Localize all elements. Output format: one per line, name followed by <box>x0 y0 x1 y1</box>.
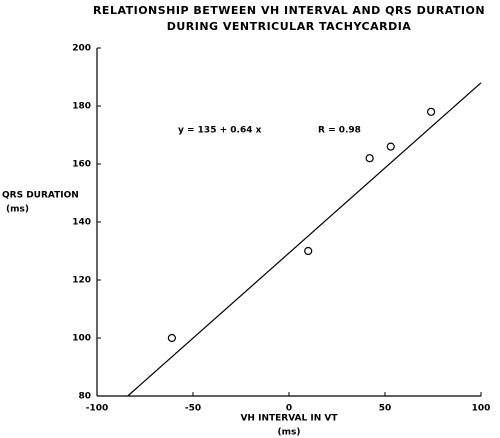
x-tick-label: -100 <box>86 404 109 414</box>
data-point <box>167 333 176 343</box>
data-point <box>365 154 374 163</box>
data-point <box>304 246 313 256</box>
x-tick-label: 0 <box>286 404 292 414</box>
y-axis-label: (ms) <box>6 205 29 215</box>
y-tick-label: 120 <box>72 276 91 286</box>
y-tick-label: 200 <box>72 44 91 54</box>
x-tick-label: -50 <box>185 404 201 414</box>
data-point <box>386 142 395 151</box>
annotation: R = 0.98 <box>318 126 361 136</box>
fit-line <box>127 82 482 397</box>
x-axis-label: (ms) <box>278 428 301 438</box>
y-tick-label: 140 <box>72 218 91 228</box>
data-point <box>426 107 436 116</box>
x-axis-label: VH INTERVAL IN VT <box>240 414 338 424</box>
chart-title: DURING VENTRICULAR TACHYCARDIA <box>167 20 412 33</box>
annotation: y = 135 + 0.64 x <box>178 126 262 136</box>
y-tick-label: 160 <box>72 160 91 170</box>
y-tick-label: 100 <box>72 334 91 344</box>
x-tick-label: 50 <box>379 404 392 414</box>
x-tick-label: 100 <box>472 404 491 414</box>
chart-title: RELATIONSHIP BETWEEN VH INTERVAL AND QRS… <box>93 4 485 17</box>
y-axis-label: QRS DURATION <box>2 191 79 201</box>
y-tick-label: 80 <box>78 392 91 402</box>
y-tick-label: 180 <box>72 102 91 112</box>
